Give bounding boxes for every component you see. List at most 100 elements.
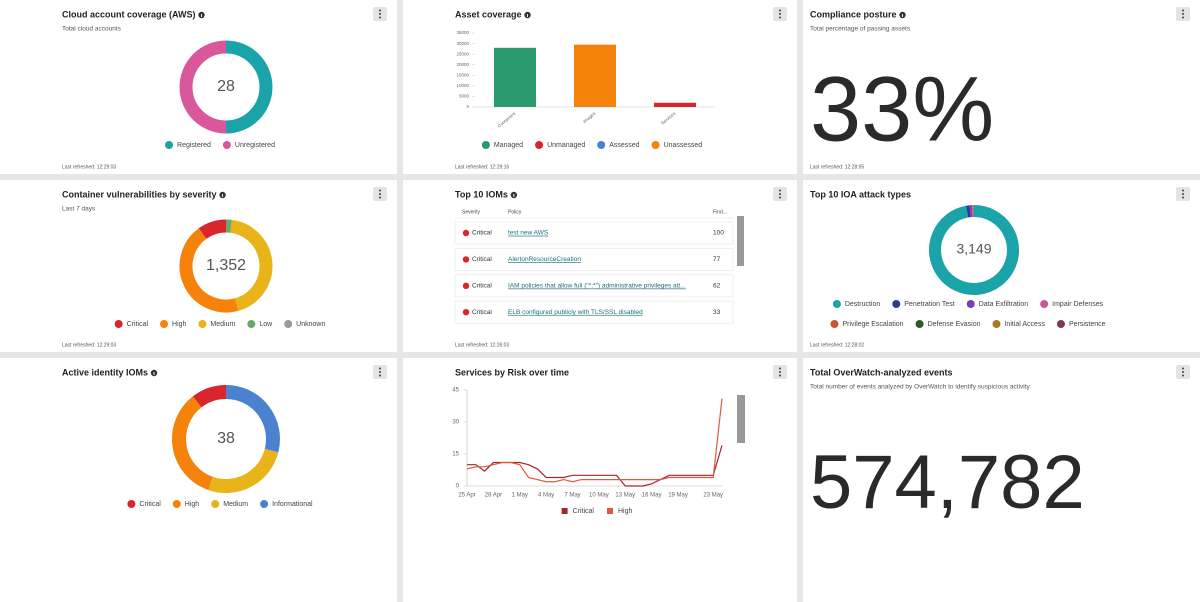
table-header: Find... (713, 209, 727, 215)
panel-title: Compliance posture (810, 9, 897, 19)
legend-label: High (618, 508, 633, 515)
menu-dot (779, 9, 781, 12)
panel-subtitle: Last 7 days (62, 206, 96, 213)
legend-label: Assessed (609, 142, 639, 149)
severity-dot (462, 256, 470, 263)
donut-segment (192, 385, 227, 408)
last-refreshed: Last refreshed: 12:28:02 (810, 342, 864, 348)
legend-label: Data Exfiltration (979, 301, 1029, 308)
severity-dot (462, 282, 470, 289)
menu-dot (779, 189, 781, 192)
legend-label: Registered (177, 142, 211, 149)
legend-swatch (892, 300, 901, 308)
last-refreshed: Last refreshed: 12:26:03 (455, 342, 509, 348)
legend-swatch (832, 300, 841, 308)
table-row[interactable] (454, 221, 734, 245)
bar (494, 47, 536, 107)
y-tick-label: 20000 (456, 62, 469, 67)
donut-segment (179, 228, 239, 313)
menu-dot (1182, 367, 1184, 370)
x-tick-label: 13 May (615, 493, 635, 499)
scrollbar-thumb[interactable] (737, 395, 745, 443)
donut-center-label: 1,352 (206, 257, 246, 274)
table-cell: Critical (472, 230, 492, 237)
donut-segment (225, 40, 273, 134)
legend-label: Critical (573, 508, 595, 515)
donut-segment (229, 219, 273, 311)
y-tick-label: 30 (452, 420, 459, 426)
x-tick-label: 4 May (538, 493, 554, 499)
table-cell: Critical (472, 256, 492, 263)
legend-swatch (1040, 300, 1049, 308)
panel-title: Cloud account coverage (AWS) (62, 9, 196, 19)
legend-swatch (165, 141, 174, 149)
menu-dot (379, 196, 381, 199)
x-tick-label: 23 May (703, 493, 723, 499)
legend-label: Critical (127, 321, 149, 328)
menu-dot (1182, 189, 1184, 192)
panel-title: Container vulnerabilities by severity (62, 189, 217, 199)
x-tick-label: 7 May (564, 493, 580, 499)
panel-title: Asset coverage (455, 9, 522, 19)
table-cell: 33 (713, 309, 721, 316)
scrollbar-thumb[interactable] (737, 216, 744, 266)
legend-swatch (561, 508, 568, 514)
legend-swatch (606, 508, 613, 514)
panel (803, 358, 1200, 602)
y-tick-label: 35000 (456, 30, 469, 35)
legend-swatch (651, 141, 660, 149)
menu-dot (779, 371, 781, 373)
legend-swatch (260, 500, 269, 508)
line-series (466, 398, 723, 483)
menu-dot (1182, 196, 1184, 199)
legend-label: Unassessed (664, 142, 703, 149)
last-refreshed: Last refreshed: 12:29:16 (455, 164, 509, 170)
table-cell: 77 (713, 256, 721, 263)
panel-subtitle: Total number of events analyzed by OverW… (810, 384, 1031, 391)
x-tick-label: 25 Apr (458, 493, 475, 499)
big-metric: 574,782 (810, 440, 1085, 525)
menu-dot (779, 374, 781, 377)
legend-swatch (915, 320, 924, 328)
table-row[interactable] (454, 247, 734, 271)
legend-label: High (185, 501, 200, 508)
menu-dot (379, 374, 381, 377)
table-row[interactable] (454, 274, 734, 298)
legend-swatch (211, 500, 220, 508)
legend-swatch (160, 320, 169, 328)
legend-swatch (198, 320, 207, 328)
donut-center-label: 3,149 (956, 241, 991, 257)
donut-center-label: 28 (217, 78, 235, 95)
menu-dot (1182, 9, 1184, 12)
menu-dot (779, 16, 781, 19)
legend-label: Unregistered (235, 142, 275, 149)
menu-dot (779, 196, 781, 199)
panel (0, 180, 397, 352)
legend-swatch (992, 320, 1001, 328)
y-tick-label: 25000 (456, 51, 469, 56)
menu-dot (1182, 374, 1184, 377)
legend-swatch (284, 320, 293, 328)
legend-swatch (127, 500, 136, 508)
y-tick-label: 45 (452, 388, 459, 394)
donut-segment (208, 448, 279, 493)
legend-swatch (1056, 320, 1065, 328)
y-tick-label: 0 (456, 484, 460, 490)
menu-dot (779, 13, 781, 15)
donut-segment (225, 385, 280, 453)
table-cell: 100 (713, 230, 724, 237)
legend-label: Unknown (296, 321, 325, 328)
panel-subtitle: Total cloud accounts (62, 26, 122, 33)
big-metric: 33% (810, 58, 994, 160)
panel (803, 0, 1200, 174)
panel-title: Top 10 IOA attack types (810, 189, 911, 199)
table-header: Severity (462, 209, 481, 215)
severity-dot (462, 229, 470, 237)
menu-dot (379, 16, 381, 19)
last-refreshed: Last refreshed: 12:29:03 (62, 164, 116, 170)
menu-dot (379, 193, 381, 195)
menu-dot (1182, 16, 1184, 19)
table-row[interactable] (454, 300, 734, 324)
legend-label: Defense Evasion (928, 321, 981, 328)
